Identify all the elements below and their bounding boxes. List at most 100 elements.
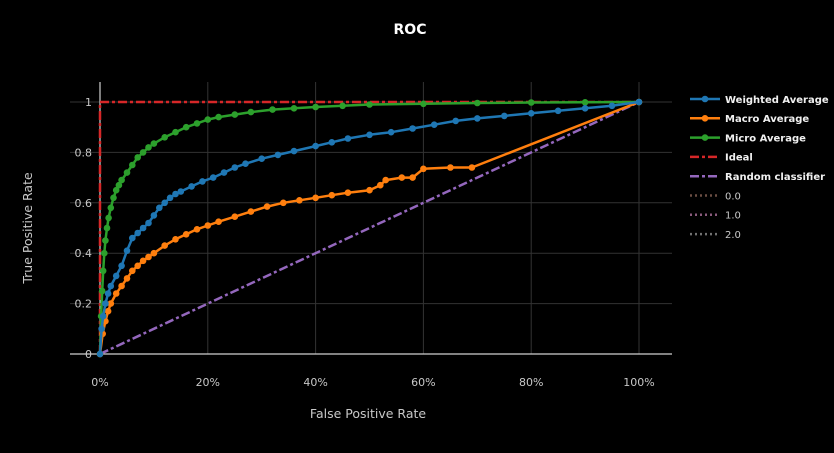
series-0-point-3 [102,300,109,307]
series-1-point-16 [193,226,201,233]
series-2-point-21 [182,123,190,131]
series-0-point-25 [258,155,266,162]
series-2 [96,98,643,358]
legend: Weighted Average Macro Average Micro Avera… [690,95,829,241]
series-0-point-16 [166,194,174,202]
series-1-point-21 [263,203,271,210]
series-2-point-10 [112,186,120,194]
series-1-point-24 [312,194,319,202]
series-0-point-0 [96,350,104,358]
series-0-point-24 [242,160,249,167]
y-axis-title: True Positive Rate [20,172,35,285]
series-0 [96,98,643,358]
series-1-point-26 [344,189,352,196]
series-0-point-40 [581,105,589,112]
series-0-point-15 [161,199,168,207]
legend-item-6[interactable]: 1.0 [690,211,741,222]
series-0-point-8 [123,247,131,254]
y-tick-label-2: 0.4 [75,247,93,260]
series-2-point-12 [118,176,125,184]
series-2-point-34 [527,99,535,106]
series-0-point-36 [474,115,481,122]
legend-label-4: Random classifier [725,172,825,183]
series-2-point-29 [312,103,319,111]
series-0-point-26 [274,151,282,159]
series-0-point-38 [527,110,535,117]
series-2-point-20 [172,128,179,136]
series-0-point-33 [409,125,416,132]
series-2-point-6 [103,224,111,232]
series-1-point-29 [382,176,390,184]
series-1-point-19 [231,213,239,220]
series-2-point-14 [129,161,136,169]
legend-item-7[interactable]: 2.0 [690,230,741,241]
series-2-point-9 [110,194,117,202]
legend-marker-2 [701,134,709,141]
legend-item-0[interactable]: Weighted Average [690,95,829,106]
series-0-point-18 [177,188,185,195]
series-2-point-25 [231,111,239,118]
series-1-point-25 [328,191,336,199]
series-1-point-8 [129,267,136,275]
series-0-point-39 [554,107,562,115]
series-2-point-5 [102,237,109,244]
x-tick-label-1: 20% [196,376,220,389]
series-1-point-15 [182,231,190,238]
series-1-point-30 [398,174,406,181]
series-1-point-13 [161,242,168,249]
series-2-point-16 [139,149,147,156]
legend-item-5[interactable]: 0.0 [690,191,741,202]
series-0-point-29 [328,139,336,146]
series-1-point-31 [409,174,416,181]
series-1-point-14 [172,236,179,243]
series-2-point-13 [123,169,131,176]
series-2-point-24 [215,113,222,121]
series-1-point-9 [134,262,141,270]
series-2-point-19 [161,134,168,141]
series-0-point-21 [209,174,217,181]
y-tick-label-0: 0 [85,348,92,361]
series-1-point-23 [296,197,303,204]
series-0-point-5 [107,282,115,290]
series-0-point-11 [139,224,147,232]
legend-label-6: 1.0 [725,211,741,222]
series-0-point-14 [156,204,163,212]
series-0-point-22 [220,169,228,176]
series-1-point-7 [123,275,131,282]
series-2-point-4 [101,249,108,257]
series-0-point-12 [145,219,152,227]
x-tick-label-4: 80% [519,376,543,389]
legend-item-2[interactable]: Micro Average [690,133,806,144]
series-2-point-18 [150,140,158,147]
y-tick-label-5: 1 [85,96,92,109]
series-0-point-35 [452,117,460,125]
series-1-point-34 [468,164,476,171]
x-tick-label-5: 100% [623,376,654,389]
series-2-point-33 [474,99,481,107]
series-0-point-2 [99,312,107,320]
series-2-point-2 [98,287,106,295]
tick-labels: 0% 20% 40% 60% 80% 100% 0 0.2 0.4 0.6 0.8 1 [75,96,655,389]
x-axis-title: False Positive Rate [310,406,426,421]
legend-item-4[interactable]: Random classifier [690,172,825,183]
series-0-point-42 [635,98,643,106]
y-tick-label-1: 0.2 [75,298,93,311]
series-2-point-3 [99,267,107,275]
series-2-point-27 [269,106,276,113]
series-0-point-17 [172,190,179,198]
legend-label-1: Macro Average [725,114,809,125]
x-tick-label-0: 0% [91,376,108,389]
legend-marker-0 [701,95,709,103]
legend-label-3: Ideal [725,153,753,164]
x-tick-label-2: 40% [303,376,327,389]
series-0-point-7 [118,262,125,270]
series-1-point-32 [420,165,427,173]
series-2-point-15 [134,154,141,161]
series-1-point-11 [145,253,152,261]
legend-item-3[interactable]: Ideal [690,153,753,164]
series-1-point-5 [112,290,120,297]
legend-item-1[interactable]: Macro Average [690,114,809,125]
series-2-point-30 [339,102,346,110]
series-0-point-19 [188,183,195,190]
